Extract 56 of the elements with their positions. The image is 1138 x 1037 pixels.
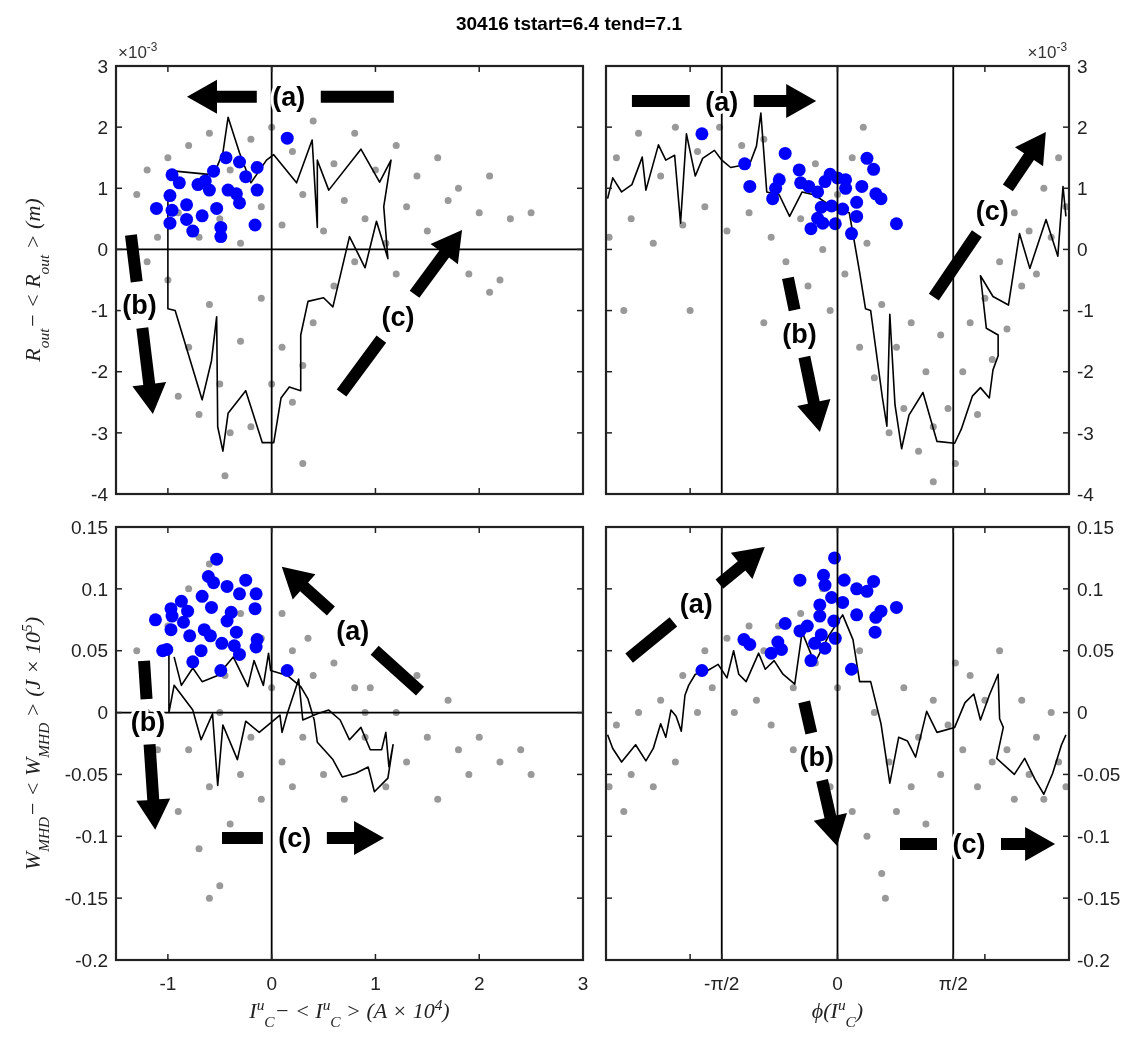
y2-tick-label: -0.1 (1077, 825, 1110, 847)
y-tick-label: 1 (97, 177, 108, 199)
y2-tick-label: 1 (1077, 177, 1088, 199)
y-tick-label: 0.05 (71, 640, 108, 662)
annotation: (c) (381, 302, 415, 333)
y2-tick-label: -3 (1077, 422, 1094, 444)
y2-tick-label: 0.15 (1077, 516, 1114, 538)
annotation: (a) (336, 616, 370, 647)
annotation: (a) (679, 588, 713, 619)
annotation: (c) (278, 823, 312, 854)
annotation: (c) (952, 829, 986, 860)
y2-tick-label: -4 (1077, 483, 1095, 505)
y-tick-label: -0.2 (75, 949, 108, 971)
y2-tick-label: 0 (1077, 702, 1088, 724)
text: I$^{u}$$_{C}$− < I$^{u}$$_{C}$ > (A × 10$^{4}$) (249, 995, 450, 1030)
y2-tick-label: -0.05 (1077, 764, 1121, 786)
text: ×10$^{-3}$ (118, 40, 158, 62)
y-tick-label: 3 (97, 55, 108, 77)
y-tick-label: 0 (97, 702, 108, 724)
x-tick-label: 3 (577, 973, 589, 994)
x-tick-label: π/2 (938, 973, 968, 994)
y2-tick-label: -2 (1077, 361, 1094, 383)
text: ×10$^{-3}$ (1027, 40, 1068, 62)
y2-tick-label: -1 (1077, 300, 1094, 322)
y-tick-label: 0 (97, 239, 108, 261)
annotation: (c) (975, 196, 1009, 227)
annotation: (b) (799, 742, 834, 773)
annotation: (b) (782, 318, 817, 349)
y-tick-label: -3 (91, 422, 108, 444)
annotation: (b) (122, 290, 157, 321)
x-axis-title: ϕ(I$^{u}$$_{C}$) (811, 995, 864, 1030)
y-tick-label: -0.15 (64, 887, 108, 909)
x-tick-label: -1 (159, 973, 177, 994)
y2-tick-label: -0.15 (1077, 887, 1121, 909)
x-tick-label: 0 (832, 973, 843, 994)
annotation: (b) (130, 707, 166, 738)
y-tick-label: -1 (91, 300, 108, 322)
y-tick-label: 0.1 (81, 578, 108, 600)
y2-tick-label: 3 (1077, 55, 1088, 77)
y2-tick-label: -0.2 (1077, 949, 1110, 971)
annotation: (a) (272, 82, 306, 113)
x-tick-label: 0 (266, 973, 277, 994)
y-tick-label: 0.15 (71, 516, 108, 538)
y2-tick-label: 0.05 (1077, 640, 1114, 662)
y2-tick-label: 0.1 (1077, 578, 1104, 600)
y-tick-label: -4 (91, 483, 109, 505)
y-tick-label: -0.05 (64, 764, 108, 786)
x-tick-label: 1 (370, 973, 381, 994)
y2-tick-label: 2 (1077, 116, 1088, 138)
y-tick-label: 2 (97, 116, 108, 138)
chart-title: 30416 tstart=6.4 tend=7.1 (455, 13, 683, 34)
x-tick-label: 2 (473, 973, 485, 994)
y-tick-label: -2 (91, 361, 108, 383)
y2-tick-label: 0 (1077, 239, 1088, 261)
y-tick-label: -0.1 (75, 825, 108, 847)
x-tick-label: -π/2 (704, 973, 740, 994)
